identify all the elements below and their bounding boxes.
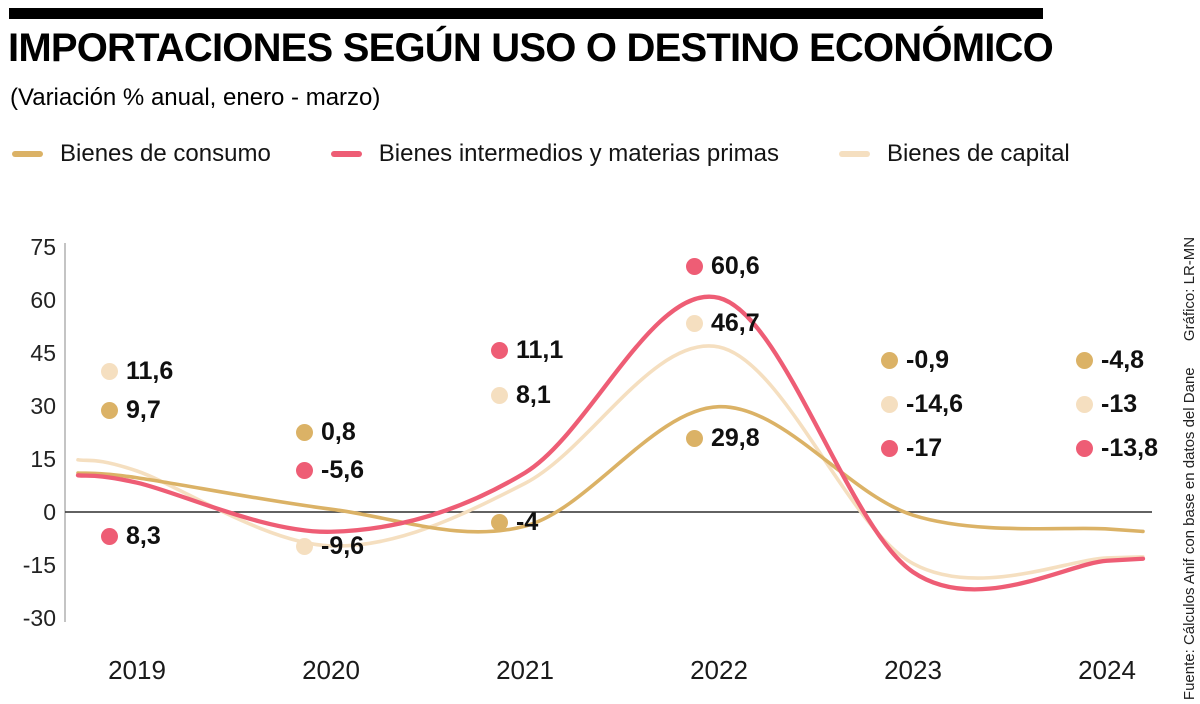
y-tick-label: -30 xyxy=(22,604,56,631)
data-label-2019-series0: 9,7 xyxy=(101,396,161,424)
legend-item-2: Bienes de capital xyxy=(838,140,1070,168)
point-value: -9,6 xyxy=(321,531,365,560)
data-label-2024-series1: -13,8 xyxy=(1076,434,1158,462)
point-value: 46,7 xyxy=(711,308,760,337)
point-value: -4 xyxy=(516,507,539,536)
point-value: -13,8 xyxy=(1101,433,1158,462)
chart-title: IMPORTACIONES SEGÚN USO O DESTINO ECONÓM… xyxy=(8,26,1054,70)
plot-svg xyxy=(64,243,1152,622)
legend-label: Bienes intermedios y materias primas xyxy=(378,140,779,167)
point-value: 8,1 xyxy=(516,380,551,409)
legend-label: Bienes de capital xyxy=(886,140,1070,167)
data-label-2022-series1: 60,6 xyxy=(686,252,760,280)
data-label-2021-series0: -4 xyxy=(491,508,538,536)
legend-label: Bienes de consumo xyxy=(60,140,271,167)
point-value: -13 xyxy=(1101,389,1138,418)
point-value: 9,7 xyxy=(126,395,161,424)
data-label-2024-series2: -13 xyxy=(1076,390,1137,418)
data-label-2023-series2: -14,6 xyxy=(881,390,963,418)
data-label-2019-series1: 8,3 xyxy=(101,522,161,550)
point-dot xyxy=(1076,351,1093,369)
legend-swatch xyxy=(330,151,362,157)
point-value: -4,8 xyxy=(1101,345,1145,374)
legend-item-0: Bienes de consumo xyxy=(12,140,271,168)
data-label-2023-series1: -17 xyxy=(881,434,942,462)
point-dot xyxy=(296,537,313,555)
data-label-2022-series2: 46,7 xyxy=(686,309,760,337)
point-dot xyxy=(101,362,118,380)
point-dot xyxy=(686,429,703,447)
data-label-2020-series2: -9,6 xyxy=(296,532,364,560)
point-value: -17 xyxy=(906,433,943,462)
point-dot xyxy=(686,314,703,332)
legend-swatch xyxy=(12,151,43,157)
point-dot xyxy=(881,439,898,457)
point-dot xyxy=(881,395,898,413)
point-value: 8,3 xyxy=(126,521,161,550)
point-dot xyxy=(1076,395,1093,413)
point-dot xyxy=(881,351,898,369)
point-dot xyxy=(296,461,313,479)
series-line-0 xyxy=(76,404,1145,534)
data-label-2021-series2: 8,1 xyxy=(491,381,551,409)
x-tick-label-2020: 2020 xyxy=(302,655,360,685)
title-bar-rule xyxy=(9,8,1043,19)
y-tick-label: 0 xyxy=(43,499,56,525)
point-value: 60,6 xyxy=(711,251,760,280)
data-label-2020-series0: 0,8 xyxy=(296,418,356,446)
point-dot xyxy=(491,513,508,531)
legend: Bienes de consumo Bienes intermedios y ma… xyxy=(12,140,1070,168)
data-label-2019-series2: 11,6 xyxy=(101,357,173,385)
point-dot xyxy=(296,423,313,441)
credit-text: Gráfico: LR-MN xyxy=(1181,236,1198,342)
y-tick-label: -15 xyxy=(22,551,56,578)
point-dot xyxy=(491,341,508,359)
y-tick-label: 75 xyxy=(30,234,56,260)
source-credit: Fuente: Cálculos Anif con base en datos … xyxy=(1181,237,1198,700)
source-text: Fuente: Cálculos Anif con base en datos … xyxy=(1181,367,1198,700)
point-dot xyxy=(101,527,118,545)
y-tick-label: 15 xyxy=(30,446,56,472)
data-label-2023-series0: -0,9 xyxy=(881,346,949,374)
legend-item-1: Bienes intermedios y materias primas xyxy=(330,140,779,168)
y-tick-label: 45 xyxy=(30,340,56,366)
point-value: -14,6 xyxy=(906,389,963,418)
point-dot xyxy=(101,401,118,419)
point-dot xyxy=(686,257,703,275)
line-chart: 75 60 45 30 15 0 -15 -30 2019 2020 2021 2022 2023 202… xyxy=(0,230,1200,704)
point-value: 29,8 xyxy=(711,423,760,452)
point-value: -5,6 xyxy=(321,455,365,484)
data-label-2021-series1: 11,1 xyxy=(491,336,563,364)
data-label-2020-series1: -5,6 xyxy=(296,456,364,484)
point-dot xyxy=(491,386,508,404)
point-dot xyxy=(1076,439,1093,457)
point-value: -0,9 xyxy=(906,345,950,374)
x-tick-label-2022: 2022 xyxy=(690,655,748,685)
x-tick-label-2021: 2021 xyxy=(496,655,554,685)
y-tick-label: 60 xyxy=(30,287,56,313)
legend-swatch xyxy=(838,151,870,157)
x-tick-label-2024: 2024 xyxy=(1078,655,1136,685)
point-value: 11,1 xyxy=(516,335,564,364)
y-tick-label: 30 xyxy=(30,393,56,419)
chart-subtitle: (Variación % anual, enero - marzo) xyxy=(10,84,381,111)
point-value: 0,8 xyxy=(321,417,356,446)
data-label-2022-series0: 29,8 xyxy=(686,424,760,452)
series-line-1 xyxy=(75,294,1146,592)
x-tick-label-2023: 2023 xyxy=(884,655,942,685)
data-label-2024-series0: -4,8 xyxy=(1076,346,1144,374)
point-value: 11,6 xyxy=(126,356,174,385)
x-tick-label-2019: 2019 xyxy=(108,655,166,685)
